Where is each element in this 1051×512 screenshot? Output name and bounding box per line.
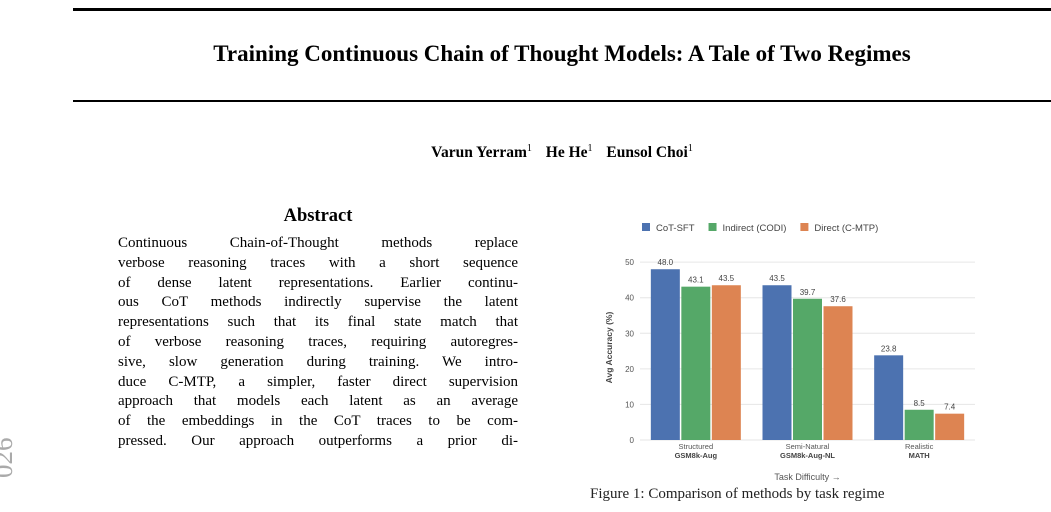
legend-label: Indirect (CODI) — [723, 223, 787, 234]
bar-value-label: 23.8 — [881, 344, 897, 353]
legend-swatch — [708, 223, 717, 231]
abstract-line: of the embeddings in the CoT traces to b… — [118, 413, 518, 430]
legend-swatch — [800, 223, 809, 231]
accuracy-bar-chart: CoT-SFT Indirect (CODI) Direct (C-MTP) 0 10 2… — [604, 223, 975, 482]
abstract-line: Continuous Chain-of-Thought methods repl… — [118, 235, 518, 251]
abstract-line: pressed. Our approach outperforms a prio… — [118, 432, 518, 449]
abstract-line: sive, slow generation during training. W… — [118, 353, 518, 370]
abstract-line: of dense latent representations. Earlier… — [118, 274, 518, 291]
bar — [650, 269, 680, 440]
bar-value-label: 43.1 — [688, 276, 704, 285]
author: Varun Yerram1 — [431, 143, 532, 162]
y-tick-label: 30 — [625, 329, 634, 338]
bar — [935, 413, 965, 440]
bar — [904, 409, 934, 440]
bar — [874, 355, 904, 440]
author: Eunsol Choi1 — [606, 143, 693, 162]
y-tick-label: 20 — [625, 365, 634, 374]
x-axis-label: Task Difficulty → — [774, 472, 840, 482]
paper-title: Training Continuous Chain of Thought Mod… — [213, 41, 911, 66]
x-tick-dataset-label: GSM8k-Aug-NL — [780, 451, 835, 460]
abstract-heading: Abstract — [283, 206, 353, 226]
bar — [823, 306, 853, 440]
y-tick-label: 0 — [630, 436, 635, 445]
bar — [762, 285, 792, 440]
bar-value-label: 8.5 — [914, 399, 926, 408]
y-axis-label: Avg Accuracy (%) — [604, 312, 614, 384]
abstract-line: of verbose reasoning traces, requiring a… — [118, 333, 518, 350]
x-tick-label: Semi-Natural — [786, 442, 830, 451]
legend-swatch — [642, 223, 650, 231]
x-tick-label: Structured — [679, 442, 714, 451]
abstract-line: ous CoT methods indirectly supervise the… — [118, 294, 518, 311]
figure-caption: Figure 1: Comparison of methods by task … — [590, 486, 885, 502]
bar — [711, 285, 741, 440]
bar — [793, 298, 822, 440]
abstract-line: representations such that its final stat… — [118, 314, 518, 331]
bar-value-label: 7.4 — [944, 403, 956, 412]
y-tick-label: 10 — [625, 400, 634, 409]
bar — [681, 286, 711, 440]
abstract-line: duce C-MTP, a simpler, faster direct sup… — [118, 373, 518, 390]
y-tick-label: 40 — [625, 294, 634, 303]
bar-value-label: 39.7 — [800, 288, 816, 297]
abstract-line: approach that models each latent as an a… — [118, 393, 518, 410]
author-list: Varun Yerram1 He He1 Eunsol Choi1 — [73, 143, 1051, 162]
abstract-body: Continuous Chain-of-Thought methods repl… — [118, 234, 518, 452]
bar-value-label: 43.5 — [719, 274, 735, 283]
bar-value-label: 48.0 — [658, 258, 674, 267]
abstract-line: verbose reasoning traces with a short se… — [118, 254, 518, 271]
legend-label: Direct (C-MTP) — [814, 223, 878, 234]
bar-value-label: 43.5 — [769, 274, 785, 283]
top-rule — [73, 8, 1051, 11]
x-tick-dataset-label: GSM8k-Aug — [675, 451, 718, 460]
x-tick-label: Realistic — [905, 442, 934, 451]
bar-value-label: 37.6 — [830, 295, 846, 304]
x-tick-dataset-label: MATH — [909, 451, 930, 460]
y-tick-label: 50 — [625, 258, 634, 267]
line-number-margin: 026 — [0, 437, 18, 479]
author: He He1 — [545, 143, 593, 162]
legend-label: CoT-SFT — [656, 223, 695, 234]
bottom-rule — [73, 100, 1051, 102]
